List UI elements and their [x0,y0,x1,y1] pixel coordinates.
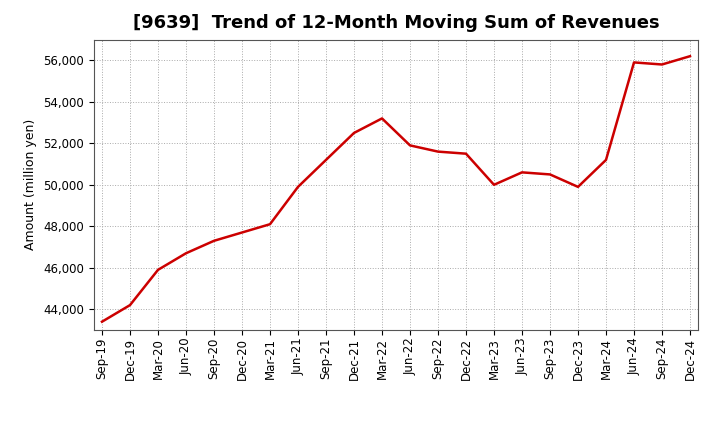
Y-axis label: Amount (million yen): Amount (million yen) [24,119,37,250]
Title: [9639]  Trend of 12-Month Moving Sum of Revenues: [9639] Trend of 12-Month Moving Sum of R… [132,15,660,33]
